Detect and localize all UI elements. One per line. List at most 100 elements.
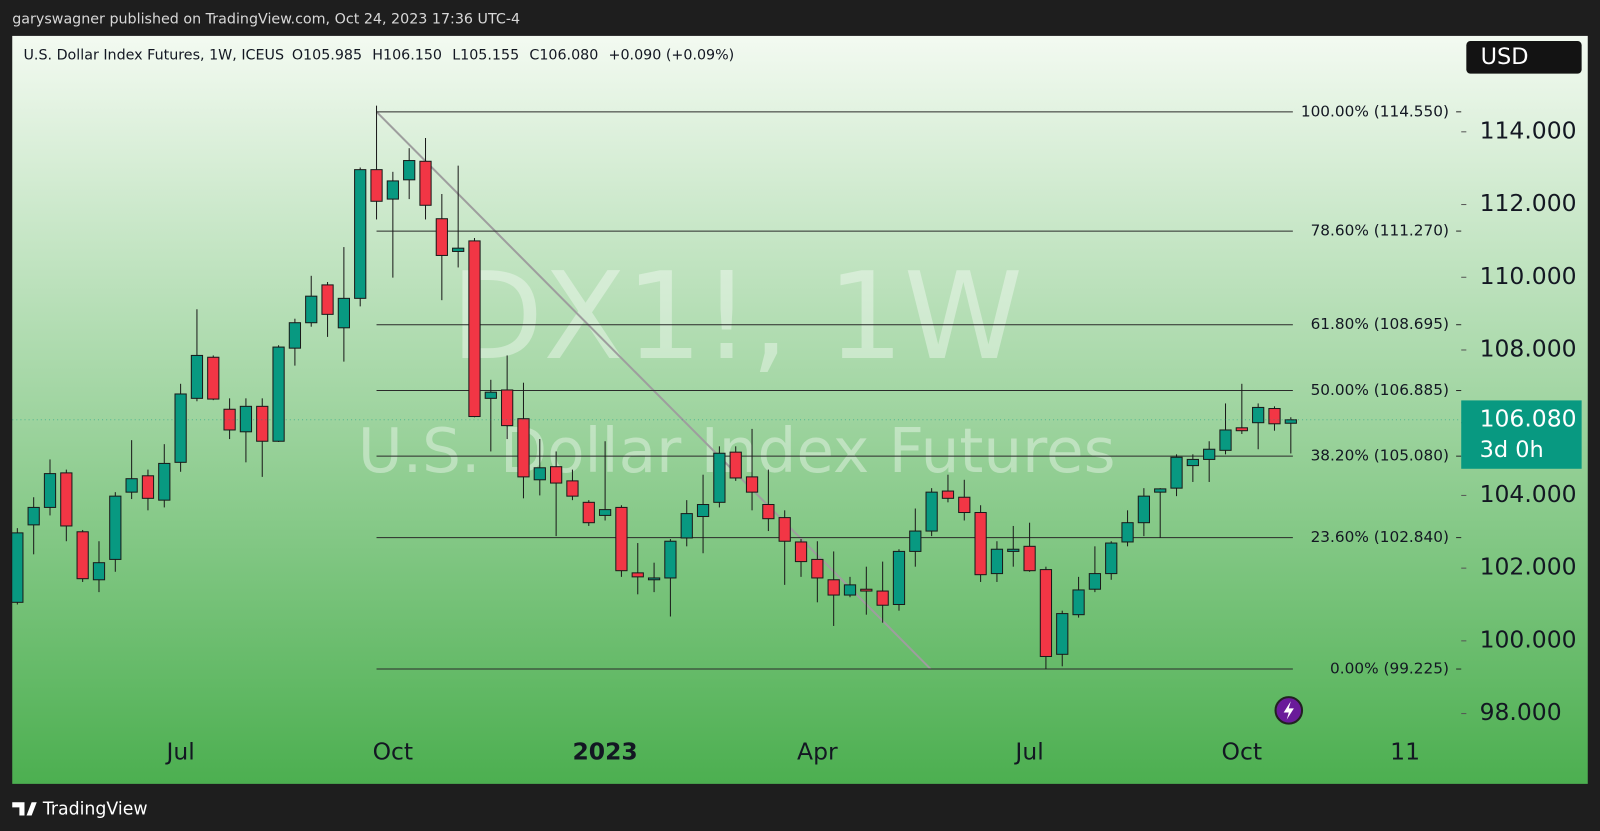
candle-body <box>1170 456 1183 489</box>
brand-name: TradingView <box>42 799 148 819</box>
candle-body <box>1088 573 1102 590</box>
candle-body <box>484 391 497 399</box>
candle-body <box>337 297 350 329</box>
x-tick-label: 11 <box>1390 738 1420 766</box>
x-tick-label: Apr <box>797 738 838 766</box>
candle-body <box>827 579 840 596</box>
candle-body <box>92 562 106 581</box>
candle-body <box>909 530 922 552</box>
candle-body <box>647 577 661 581</box>
candle-body <box>256 405 269 442</box>
legend: O105.985 H106.150 L105.155 C106.080 +0.090 (… <box>292 47 734 63</box>
candle-body <box>745 476 759 493</box>
candle-body <box>843 584 857 596</box>
candle-body <box>109 495 122 560</box>
candle-body <box>533 467 546 481</box>
candle-body <box>1072 589 1085 616</box>
y-tick-label: 104.000 <box>1480 480 1577 508</box>
candle-body <box>762 503 775 520</box>
candle-body <box>664 540 677 579</box>
candle-body <box>435 218 448 256</box>
y-tick-label: 110.000 <box>1480 262 1577 290</box>
x-tick-label: Jul <box>1013 738 1043 766</box>
legend-value: O105.985 <box>292 47 362 63</box>
candle-body <box>1268 408 1281 425</box>
candle-body <box>403 160 416 181</box>
candle-body <box>76 531 89 580</box>
candle-body <box>288 322 302 349</box>
fib-label: 61.80% (108.695) <box>1311 315 1449 333</box>
candle-body <box>43 473 57 508</box>
candle-body <box>811 558 824 579</box>
candle-body <box>615 506 628 572</box>
candle-body <box>1186 458 1199 467</box>
candle-body <box>158 462 171 501</box>
candle-body <box>876 590 889 606</box>
currency[interactable]: USD <box>1481 44 1529 70</box>
candle-body <box>1023 545 1036 572</box>
candle-body <box>386 180 399 200</box>
candle-body <box>680 513 693 539</box>
legend-change: +0.090 (+0.09%) <box>609 47 735 63</box>
y-tick-label: 98.000 <box>1480 698 1562 726</box>
candle-body <box>794 541 808 563</box>
legend-value: H106.150 <box>372 47 442 63</box>
alert-bolt[interactable] <box>1283 701 1294 720</box>
candle-body <box>370 169 383 202</box>
candle-body <box>1252 406 1265 424</box>
brand-mark <box>12 802 37 816</box>
candle-body <box>696 503 710 518</box>
candle-body <box>713 452 726 503</box>
candle-body <box>174 393 187 463</box>
candle-body <box>1039 569 1053 658</box>
candle-body <box>1203 448 1216 460</box>
x-tick-label: Jul <box>164 738 194 766</box>
fib-label: 23.60% (102.840) <box>1311 528 1449 546</box>
candle-body <box>517 418 530 478</box>
currency-button[interactable] <box>1466 41 1582 74</box>
candle-body <box>598 509 612 516</box>
candle-body <box>1154 488 1167 493</box>
y-tick-label: 108.000 <box>1480 334 1577 362</box>
candle-body <box>1284 419 1297 424</box>
candle-body <box>1056 613 1069 655</box>
candle-body <box>582 501 595 524</box>
candle-body <box>990 548 1004 575</box>
fib-label: 38.20% (105.080) <box>1311 447 1449 465</box>
candle-body <box>1105 542 1118 575</box>
candle-body <box>892 550 906 606</box>
candle-body <box>321 284 334 315</box>
brand-logo: TradingView <box>12 799 148 819</box>
candle-body <box>354 169 367 299</box>
candle-body <box>27 506 40 526</box>
watermark: DX1!, 1W <box>451 247 1023 387</box>
candle-body <box>452 247 465 252</box>
legend-value: C106.080 <box>529 47 598 63</box>
x-tick-label: Oct <box>1222 738 1263 766</box>
plot: DX1!, 1WU.S. Dollar Index Futures98.0001… <box>11 102 1582 766</box>
candle-body <box>1235 427 1248 432</box>
y-tick-label: 112.000 <box>1480 189 1577 217</box>
fib-label: 0.00% (99.225) <box>1330 660 1449 678</box>
candle-body <box>631 572 644 578</box>
alert-icon[interactable] <box>1274 696 1304 725</box>
candle-body <box>305 295 318 324</box>
x-tick-label: Oct <box>373 738 414 766</box>
candle-body <box>958 496 971 514</box>
x-tick-label: 2023 <box>572 738 637 766</box>
fib-label: 100.00% (114.550) <box>1301 102 1449 120</box>
candle-body <box>1007 548 1020 552</box>
candle-body <box>550 466 563 484</box>
symbol-title: U.S. Dollar Index Futures, 1W, ICEUS <box>23 47 284 63</box>
y-tick-label: 100.000 <box>1480 625 1577 653</box>
publisher: garyswagner published on TradingView.com… <box>12 12 520 28</box>
last-price-tag <box>1461 400 1582 469</box>
candle-body <box>419 160 432 206</box>
last-price-label: 106.080 <box>1480 404 1577 432</box>
candle-body <box>860 588 873 592</box>
candle-body <box>141 475 155 499</box>
candle-body <box>239 405 253 433</box>
legend-value: L105.155 <box>452 47 519 63</box>
